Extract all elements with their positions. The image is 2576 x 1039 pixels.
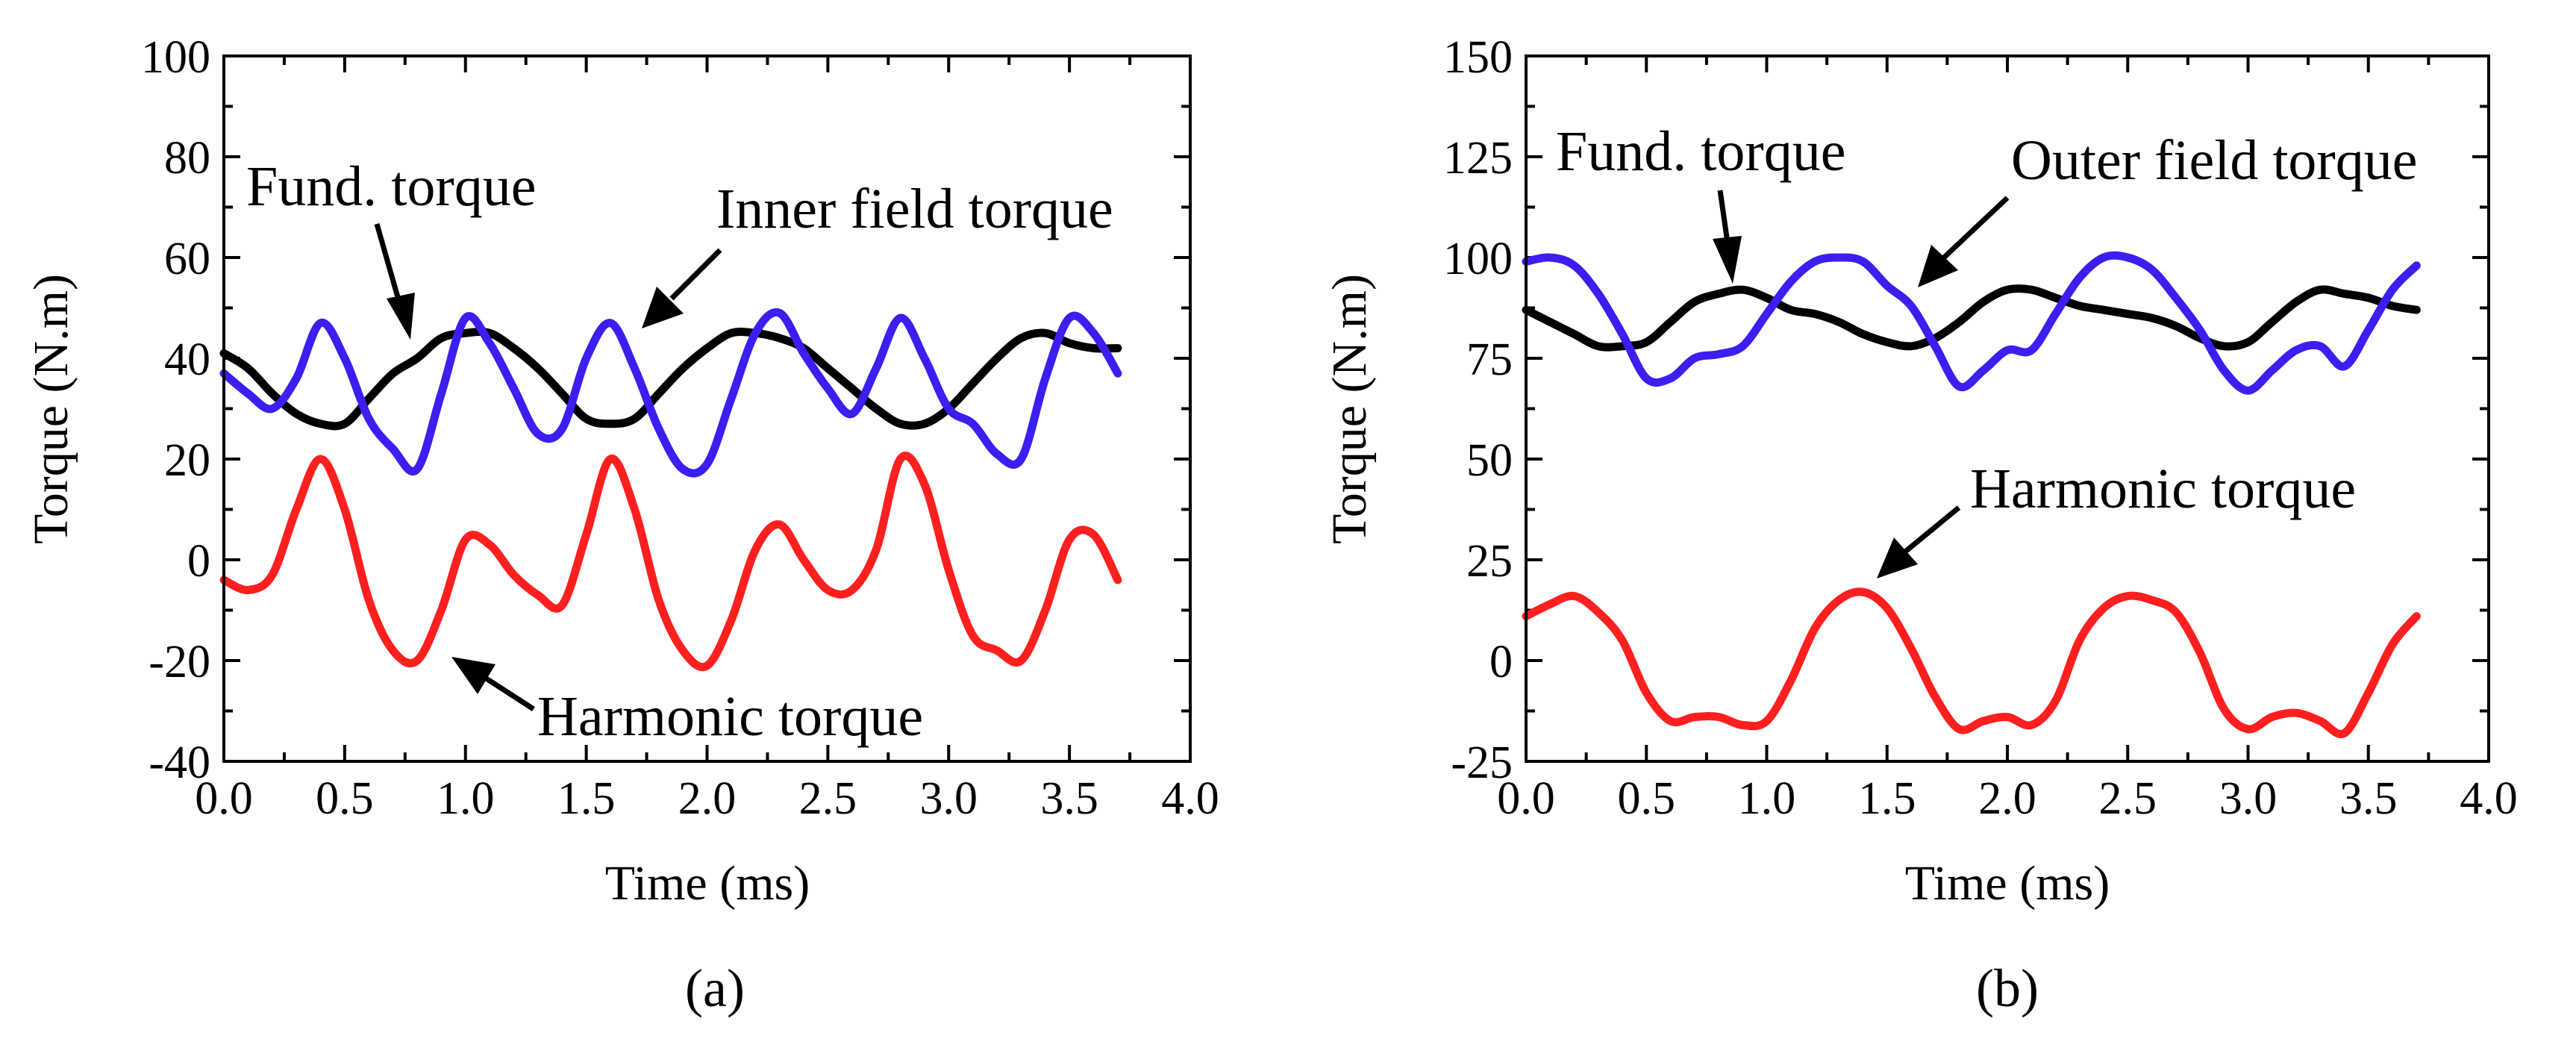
panel-a-x-tick-label: 1.0 [437,773,495,824]
panel-a-x-tick-label: 2.5 [799,773,857,824]
panel-b-caption: (b) [1976,958,2039,1018]
panel-a-y-tick-label: -40 [149,737,210,788]
panel-b-y-tick-label: 150 [1443,32,1513,83]
panel-b-x-tick-label: 2.0 [1978,773,2036,824]
panel-b-x-tick-label: 0.5 [1618,773,1676,824]
panel-a-x-tick-label: 0.5 [316,773,374,824]
panel-b-series-group [1522,251,2421,738]
panel-b-arrow-fund-torque [1717,190,1731,243]
panel-b-x-tick-label: 2.5 [2099,773,2157,824]
panel-b-x-tick-label: 3.5 [2339,773,2398,824]
panel-b-plot-frame [1525,54,2490,763]
panel-a-x-tick-labels: 0.0 0.5 1.0 1.5 2.0 2.5 3.0 3.5 4.0 [195,773,1219,824]
panel-a-series-fund-torque [219,327,1122,431]
panel-b-arrowhead-harmonic-torque [1877,537,1918,578]
panel-a-plot-frame [222,54,1192,763]
panel-b-x-tick-label: 4.0 [2460,773,2518,824]
panel-b-chart: 0.0 0.5 1.0 1.5 2.0 2.5 3.0 3.5 4.0 -25 0 25 50 75 10… [1322,32,2518,1018]
panel-a-chart: 0.0 0.5 1.0 1.5 2.0 2.5 3.0 3.5 4.0 -40 -20 0 20 40 6… [24,32,1219,1018]
panel-a-x-axis-title: Time (ms) [605,856,810,911]
panel-a-arrowhead-harmonic-torque [451,657,495,694]
panel-a-x-tick-label: 4.0 [1161,773,1219,824]
panel-b-arrowhead-outer-field-torque [1918,245,1958,287]
panel-b-x-tick-labels: 0.0 0.5 1.0 1.5 2.0 2.5 3.0 3.5 4.0 [1497,773,2518,824]
panel-b-y-tick-label: 75 [1466,334,1513,385]
panel-a-arrow-harmonic-torque [484,675,535,711]
panel-a-arrowhead-inner-field-torque [642,287,684,328]
panel-b-y-tick-label: 50 [1466,435,1513,486]
panel-b-annotation-fund-torque: Fund. torque [1556,120,1845,183]
panel-a-y-tick-label: 80 [164,133,210,184]
panel-a-annotation-harmonic-torque: Harmonic torque [537,685,923,748]
panel-b-y-tick-label: 100 [1443,234,1513,284]
panel-a-series-inner-field-torque [219,308,1122,478]
panel-b-x-axis-title: Time (ms) [1905,856,2110,911]
panel-b-series-harmonic-torque [1522,587,2421,738]
panel-a-y-tick-label: -20 [149,637,210,687]
panel-a-caption: (a) [685,958,745,1018]
panel-b-arrow-harmonic-torque [1902,505,1961,555]
panel-b-x-tick-label: 1.0 [1738,773,1796,824]
panel-a-annotation-fund-torque: Fund. torque [246,155,536,218]
panel-b-y-tick-labels: -25 0 25 50 75 100 125 150 [1443,32,1513,788]
panel-a-x-tick-label: 3.0 [920,773,978,824]
panel-a-arrow-fund-torque [374,223,402,303]
panel-a-x-tick-label: 3.5 [1040,773,1098,824]
panel-a-x-tick-label: 0.0 [195,773,253,824]
panel-a-series-group [219,308,1122,672]
panel-b-y-axis-title: Torque (N.m) [1322,274,1377,544]
panel-b-y-tick-label: 25 [1466,536,1513,587]
panel-b-y-tick-label: 0 [1489,637,1513,687]
panel-b-annotation-harmonic-torque: Harmonic torque [1970,458,2356,520]
panel-b-y-tick-label: 125 [1443,133,1513,184]
panel-b-arrowhead-fund-torque [1713,236,1742,284]
panel-b-x-tick-label: 0.0 [1497,773,1555,824]
panel-b-series-fund-torque [1522,284,2421,352]
panel-a-x-tick-label: 1.5 [557,773,616,824]
panel-a-y-axis-title: Torque (N.m) [24,274,78,544]
panel-a-arrow-inner-field-torque [669,248,722,301]
panel-a-y-tick-label: 20 [164,435,210,486]
panel-a-x-tick-label: 2.0 [678,773,737,824]
panel-a-y-tick-label: 100 [141,32,210,83]
panel-a-annotation-inner-field-torque: Inner field torque [716,178,1113,240]
panel-b-series-outer-field-torque [1522,251,2421,395]
panel-a-y-tick-labels: -40 -20 0 20 40 60 80 100 [141,32,210,788]
panel-a-y-tick-label: 60 [164,234,210,284]
panel-a-arrowhead-fund-torque [387,293,415,340]
panel-b-annotation-outer-field-torque: Outer field torque [2011,129,2417,192]
panel-a-y-tick-label: 0 [187,536,210,587]
panel-b-y-tick-label: -25 [1451,737,1513,788]
panel-b-arrow-outer-field-torque [1942,196,2010,260]
panel-a-y-tick-label: 40 [164,334,210,385]
panel-a-series-harmonic-torque [219,452,1122,672]
panel-b-x-tick-label: 1.5 [1858,773,1916,824]
panel-b-x-tick-label: 3.0 [2219,773,2278,824]
